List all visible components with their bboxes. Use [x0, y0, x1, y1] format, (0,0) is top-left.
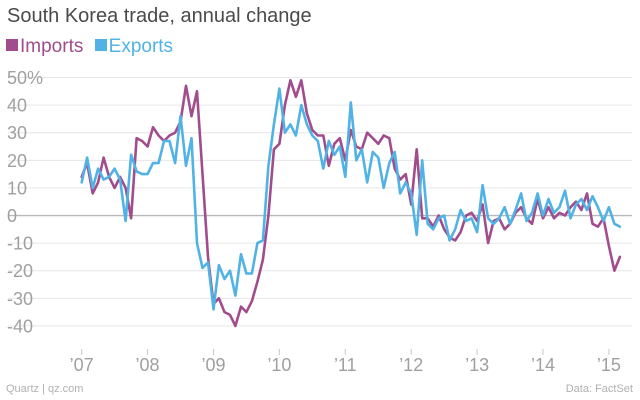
y-tick-label: 50% — [7, 68, 43, 88]
y-tick-label: -20 — [7, 261, 33, 281]
y-tick-label: 20 — [7, 151, 27, 171]
y-tick-label: 0 — [7, 206, 17, 226]
series-layer — [80, 79, 622, 328]
y-tick-label: 10 — [7, 178, 27, 198]
x-tick-label: ’15 — [597, 355, 621, 375]
y-tick-label: -40 — [7, 316, 33, 336]
x-tick-label: ’13 — [465, 355, 489, 375]
y-tick-labels: 50% 40 30 20 10 0 -10 -20 -30 -40 — [7, 68, 43, 336]
legend-swatch-imports — [6, 39, 18, 51]
x-tick-label: ’10 — [267, 355, 291, 375]
x-tick-labels: ’07 ’08 ’09 ’10 ’11 ’12 ’13 ’14 ’15 — [70, 349, 621, 375]
y-tick-label: 30 — [7, 123, 27, 143]
legend-swatch-exports — [94, 39, 107, 51]
grid-layer — [8, 77, 632, 327]
y-tick-label: -10 — [7, 234, 33, 254]
x-tick-label: ’11 — [334, 355, 357, 375]
footer-source: Quartz | qz.com — [6, 383, 84, 395]
x-tick-label: ’08 — [136, 355, 160, 375]
legend-label-imports: Imports — [20, 36, 84, 57]
legend-item-exports: Exports — [94, 36, 174, 58]
y-tick-label: -30 — [7, 289, 33, 309]
footer-data-credit: Data: FactSet — [565, 383, 633, 395]
y-tick-label: 40 — [7, 96, 27, 116]
chart-title: South Korea trade, annual change — [7, 5, 312, 27]
series-line-exports — [80, 87, 622, 311]
x-tick-label: ’12 — [399, 355, 423, 375]
chart-legend: Imports Exports — [6, 36, 179, 58]
x-tick-label: ’14 — [531, 355, 555, 375]
x-tick-label: ’07 — [70, 355, 94, 375]
legend-item-imports: Imports — [6, 36, 83, 58]
x-tick-label: ’09 — [201, 355, 225, 375]
legend-label-exports: Exports — [108, 36, 174, 57]
series-line-imports — [80, 79, 622, 328]
